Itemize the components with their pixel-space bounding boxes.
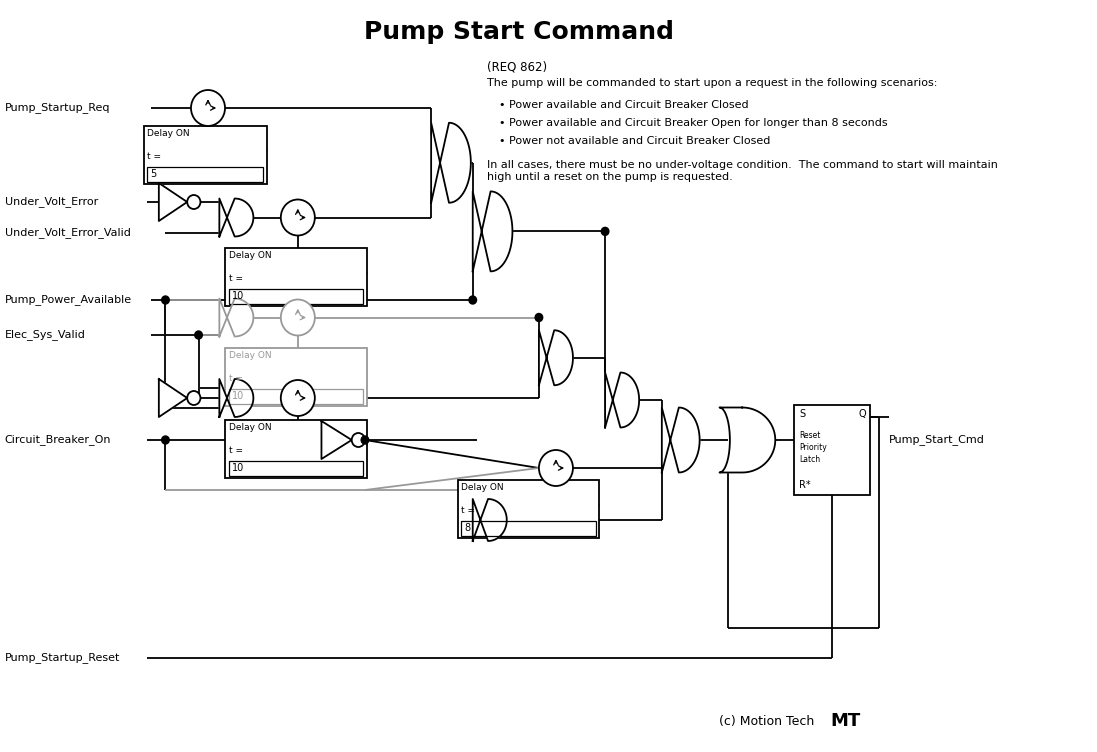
Text: The pump will be commanded to start upon a request in the following scenarios:: The pump will be commanded to start upon…	[487, 78, 937, 88]
Text: Under_Volt_Error: Under_Volt_Error	[4, 196, 98, 208]
Circle shape	[539, 450, 573, 486]
Circle shape	[188, 195, 201, 209]
Text: 10: 10	[231, 392, 244, 402]
Text: • Power available and Circuit Breaker Closed: • Power available and Circuit Breaker Cl…	[499, 100, 749, 110]
Text: MT: MT	[830, 712, 860, 730]
Text: t =: t =	[229, 447, 242, 456]
Text: Reset: Reset	[799, 432, 821, 441]
Bar	[144, 126, 267, 184]
Text: S: S	[799, 409, 805, 419]
Bar	[229, 389, 363, 405]
Text: Delay ON: Delay ON	[147, 129, 190, 138]
Polygon shape	[219, 199, 253, 236]
Polygon shape	[661, 408, 700, 472]
Text: • Power not available and Circuit Breaker Closed: • Power not available and Circuit Breake…	[499, 136, 770, 146]
Text: Pump Start Command: Pump Start Command	[363, 20, 674, 44]
Circle shape	[188, 391, 201, 405]
Circle shape	[352, 433, 365, 447]
Text: 8: 8	[464, 523, 471, 533]
Circle shape	[161, 296, 169, 304]
Text: Under_Volt_Error_Valid: Under_Volt_Error_Valid	[4, 228, 131, 238]
Bar	[229, 460, 363, 476]
Polygon shape	[539, 330, 573, 385]
Polygon shape	[606, 372, 640, 427]
Text: t =: t =	[147, 153, 161, 162]
Polygon shape	[321, 421, 352, 459]
Text: Circuit_Breaker_On: Circuit_Breaker_On	[4, 435, 111, 445]
Polygon shape	[473, 191, 512, 271]
Text: (c) Motion Tech: (c) Motion Tech	[719, 715, 814, 728]
Circle shape	[281, 299, 315, 335]
Text: 10: 10	[231, 292, 244, 302]
Polygon shape	[219, 299, 253, 336]
Text: Delay ON: Delay ON	[229, 423, 271, 432]
Bar	[225, 420, 366, 478]
Text: In all cases, there must be no under-voltage condition.  The command to start wi: In all cases, there must be no under-vol…	[487, 160, 998, 181]
Bar	[225, 248, 366, 306]
Bar	[794, 405, 870, 495]
Polygon shape	[720, 408, 776, 472]
Circle shape	[191, 90, 225, 126]
Text: Q: Q	[859, 409, 867, 419]
Text: R*: R*	[799, 480, 811, 490]
Circle shape	[601, 227, 609, 235]
Bar	[229, 289, 363, 305]
Circle shape	[281, 380, 315, 416]
Circle shape	[161, 436, 169, 444]
Text: Delay ON: Delay ON	[229, 251, 271, 260]
Polygon shape	[159, 379, 188, 417]
Circle shape	[281, 199, 315, 235]
Text: t =: t =	[229, 274, 242, 284]
Circle shape	[361, 436, 369, 444]
Text: Elec_Sys_Valid: Elec_Sys_Valid	[4, 329, 86, 341]
Circle shape	[468, 296, 476, 304]
Text: Pump_Power_Available: Pump_Power_Available	[4, 295, 132, 305]
Text: • Power available and Circuit Breaker Open for longer than 8 seconds: • Power available and Circuit Breaker Op…	[499, 118, 887, 128]
Text: Delay ON: Delay ON	[229, 351, 271, 360]
Circle shape	[195, 331, 202, 339]
Text: Priority: Priority	[799, 444, 827, 453]
Text: Pump_Start_Cmd: Pump_Start_Cmd	[889, 435, 985, 445]
Polygon shape	[159, 183, 188, 221]
Text: Latch: Latch	[799, 456, 821, 465]
Text: Delay ON: Delay ON	[462, 483, 504, 492]
Text: t =: t =	[229, 374, 242, 384]
Polygon shape	[219, 379, 253, 417]
Text: t =: t =	[462, 506, 475, 515]
Polygon shape	[473, 499, 507, 541]
Bar	[457, 480, 599, 538]
Text: 10: 10	[231, 463, 244, 474]
Circle shape	[535, 314, 543, 322]
Text: Pump_Startup_Reset: Pump_Startup_Reset	[4, 653, 120, 663]
Polygon shape	[431, 123, 471, 203]
Text: Pump_Startup_Req: Pump_Startup_Req	[4, 102, 110, 114]
Bar	[147, 167, 263, 182]
Bar	[462, 520, 596, 536]
Text: (REQ 862): (REQ 862)	[487, 60, 547, 73]
Text: 5: 5	[150, 169, 157, 180]
Bar	[225, 348, 366, 406]
